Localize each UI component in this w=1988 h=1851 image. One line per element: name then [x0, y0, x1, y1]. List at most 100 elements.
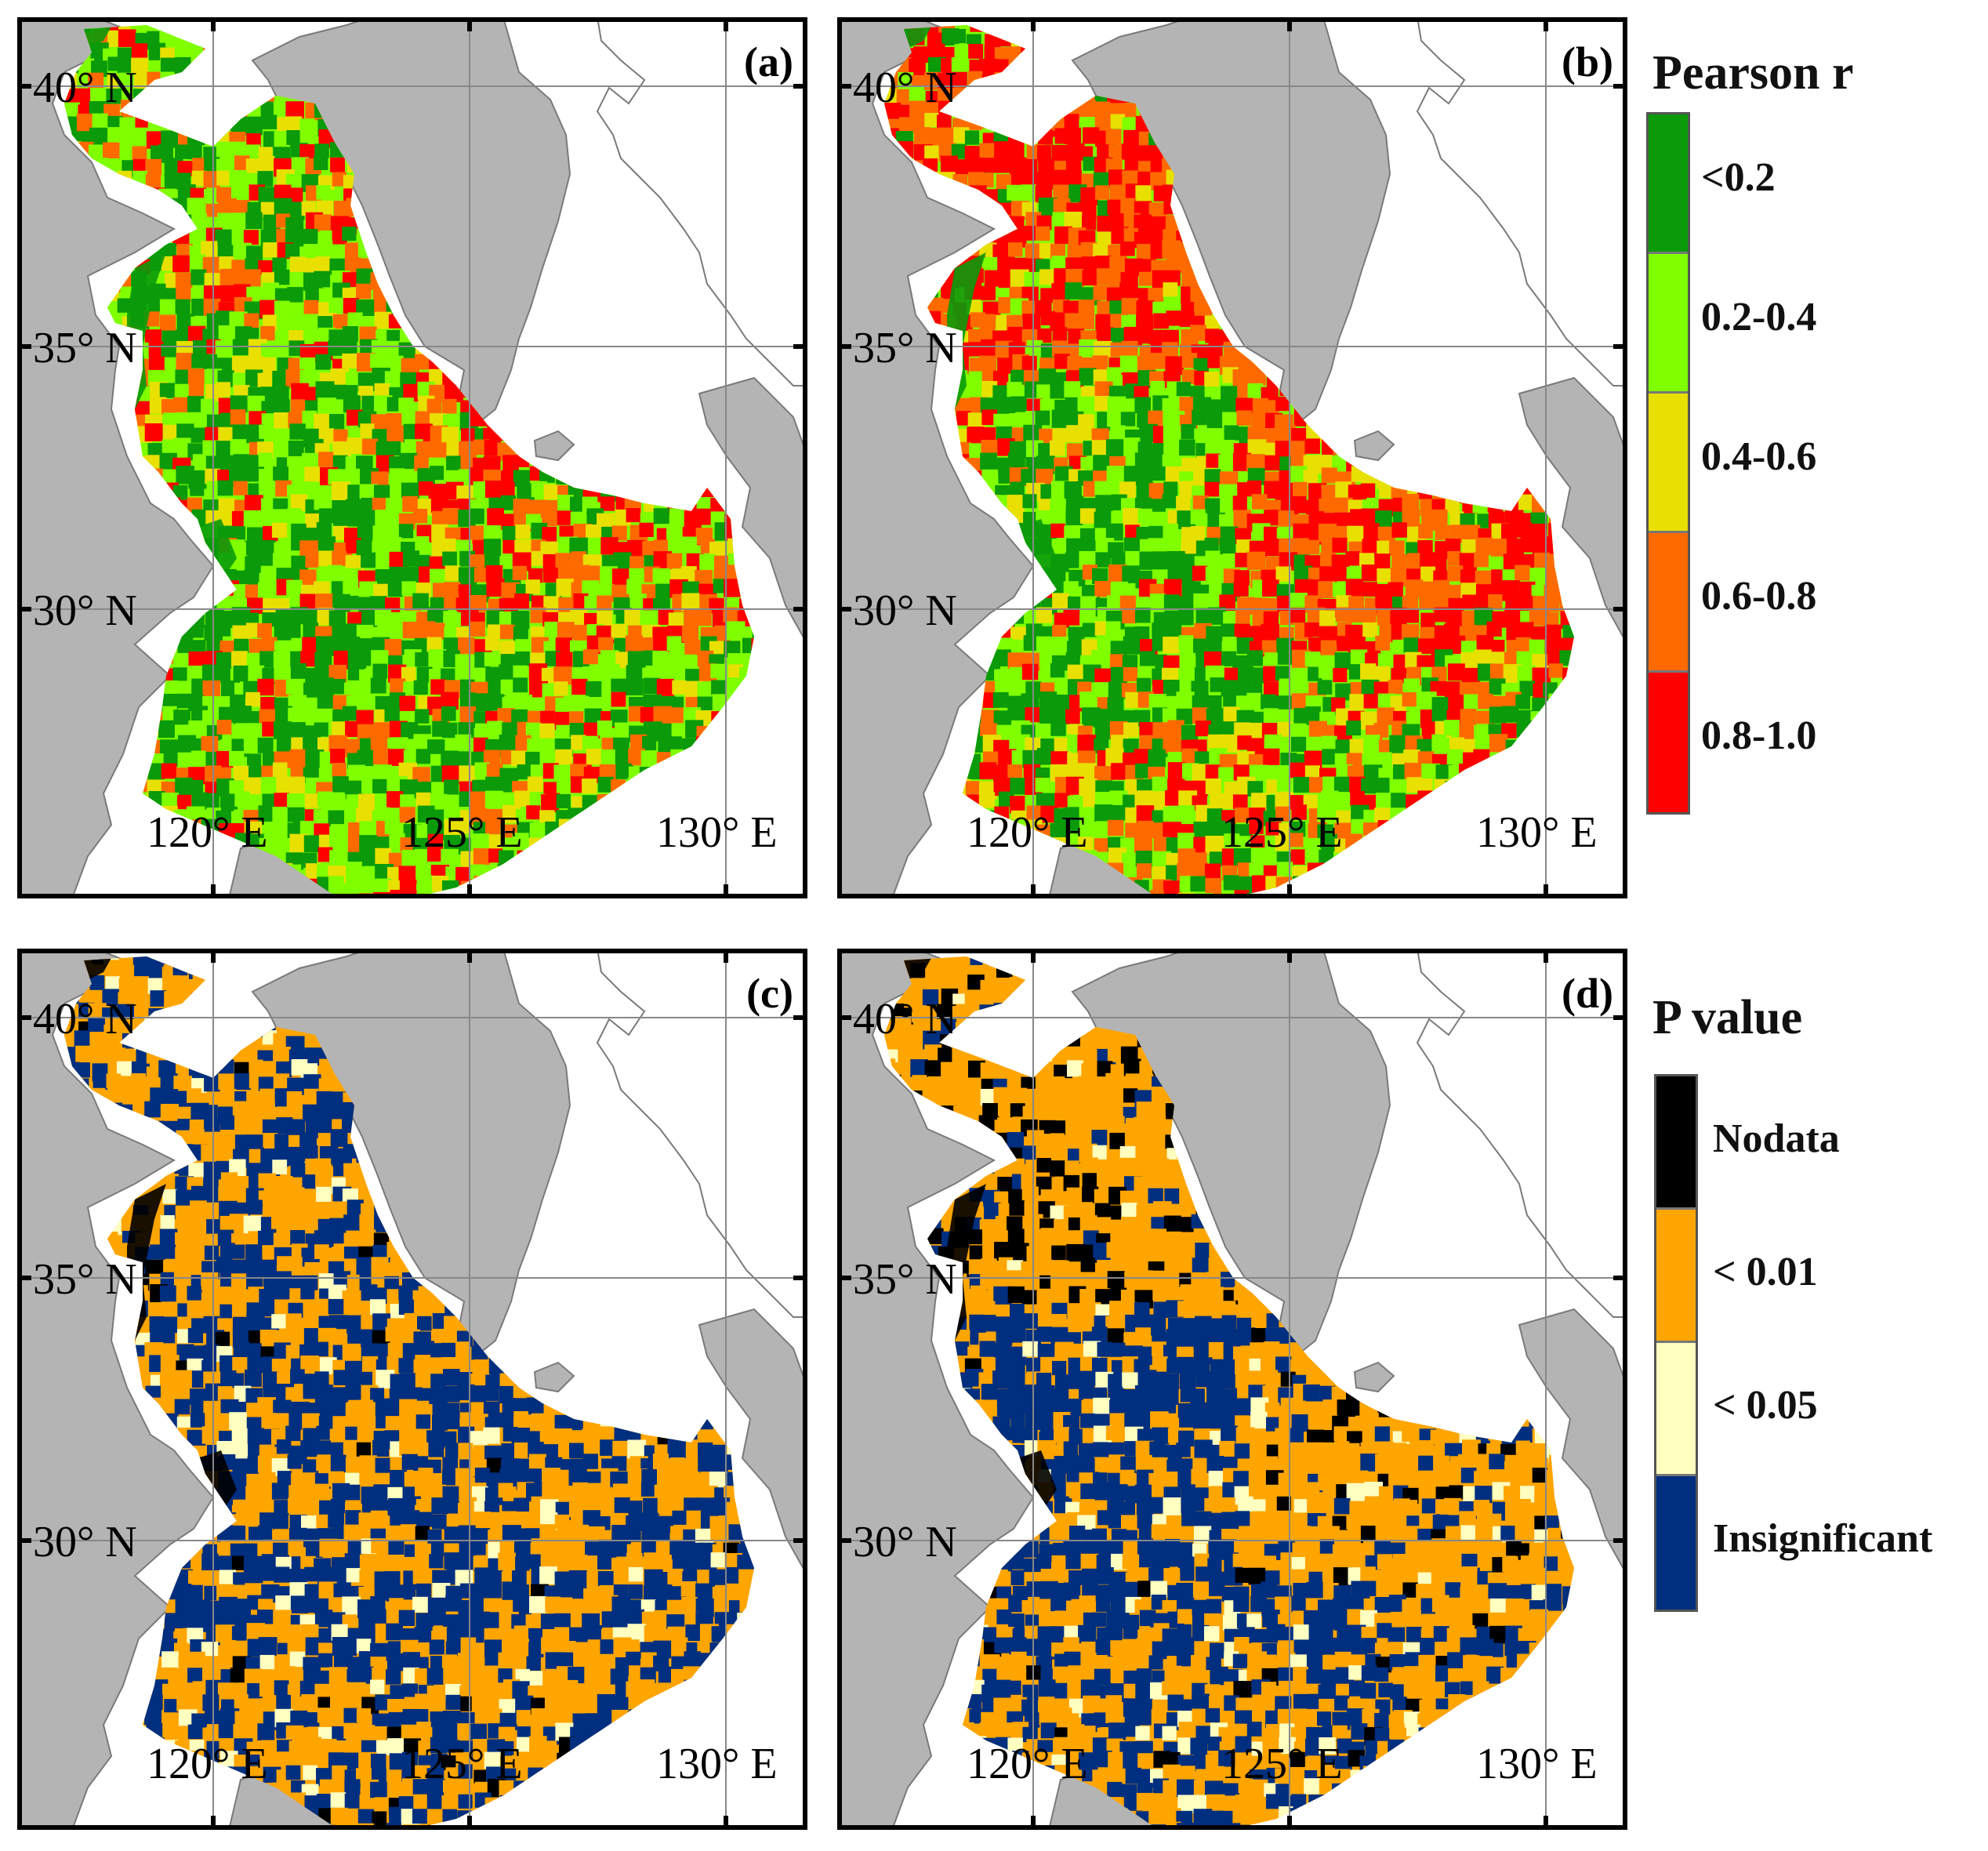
data-cell [375, 553, 394, 572]
data-cell [542, 526, 557, 542]
data-cell [458, 567, 477, 586]
data-cell [305, 552, 321, 568]
data-cell [469, 508, 484, 524]
data-cell [289, 256, 306, 272]
data-cell [474, 762, 490, 778]
data-cell [389, 566, 405, 583]
data-cell [272, 371, 290, 389]
data-cell [375, 764, 392, 782]
data-cell [628, 706, 644, 722]
data-cell [1162, 397, 1179, 415]
data-cell [191, 212, 207, 229]
data-cell [201, 354, 217, 369]
data-cell [426, 637, 442, 652]
data-cell [219, 256, 234, 271]
data-cell [626, 678, 644, 695]
data-cell [488, 834, 506, 851]
data-cell [206, 635, 223, 652]
data-cell [274, 269, 290, 285]
lon-label: 120° E [147, 808, 268, 857]
data-cell [343, 395, 361, 413]
data-cell [191, 170, 207, 186]
data-cell [388, 355, 404, 372]
data-cell [1123, 129, 1141, 147]
data-cell [1275, 397, 1290, 412]
data-cell [118, 72, 134, 89]
data-cell [385, 509, 401, 524]
data-cell [244, 777, 262, 795]
data-cell [1122, 103, 1137, 118]
data-cell [333, 314, 348, 329]
data-cell [681, 654, 697, 670]
data-cell [682, 625, 699, 642]
data-cell [218, 498, 236, 515]
data-cell [303, 682, 321, 700]
data-cell [158, 720, 176, 739]
data-cell [485, 776, 502, 793]
data-cell [415, 536, 430, 551]
data-cell [175, 144, 190, 159]
data-cell [243, 269, 261, 287]
data-cell [261, 637, 278, 653]
data-cell [330, 679, 346, 695]
data-cell [399, 695, 415, 712]
data-cell [1135, 329, 1150, 344]
data-cell [639, 522, 654, 537]
data-cell [629, 593, 647, 611]
panel-label: (a) [744, 38, 793, 85]
data-cell [230, 439, 247, 455]
data-cell [229, 780, 244, 795]
data-cell [374, 485, 390, 501]
data-cell [161, 399, 177, 415]
data-cell [996, 426, 1012, 442]
data-cell [259, 424, 274, 439]
data-cell [299, 821, 317, 837]
data-cell [455, 751, 470, 767]
data-cell [131, 43, 148, 60]
data-cell [314, 270, 331, 288]
data-cell [1108, 144, 1124, 160]
data-cell [428, 622, 445, 640]
data-cell [172, 255, 190, 273]
data-cell [233, 454, 250, 470]
data-cell [274, 184, 292, 202]
data-cell [385, 622, 404, 641]
data-cell [315, 354, 332, 370]
data-cell [1082, 216, 1097, 230]
data-cell [315, 708, 334, 727]
data-cell [345, 637, 361, 651]
data-cell [330, 368, 350, 387]
data-cell [1053, 198, 1071, 216]
data-cell [1063, 300, 1079, 316]
data-cell [458, 637, 475, 655]
data-cell [386, 536, 402, 553]
data-cell [216, 170, 232, 186]
data-cell [257, 678, 274, 696]
data-cell [332, 776, 349, 793]
data-cell [557, 622, 575, 640]
data-cell [556, 651, 573, 669]
data-cell [444, 565, 461, 581]
data-cell [455, 734, 472, 751]
data-cell [187, 666, 203, 682]
data-cell [570, 511, 587, 528]
data-cell [244, 569, 259, 585]
data-cell [442, 551, 457, 567]
data-cell [290, 399, 306, 414]
data-cell [1022, 314, 1041, 332]
data-cell [299, 143, 315, 159]
data-cell [441, 426, 459, 444]
data-cell [120, 142, 136, 158]
data-cell [527, 738, 544, 755]
data-cell [899, 117, 914, 132]
data-cell [1193, 357, 1209, 374]
data-cell [299, 569, 317, 586]
data-cell [1011, 171, 1028, 188]
data-cell [443, 611, 458, 626]
data-cell [954, 44, 971, 61]
sea-japan [1416, 17, 1627, 387]
data-cell [161, 763, 177, 779]
data-cell [401, 567, 420, 585]
data-cell [525, 579, 540, 594]
